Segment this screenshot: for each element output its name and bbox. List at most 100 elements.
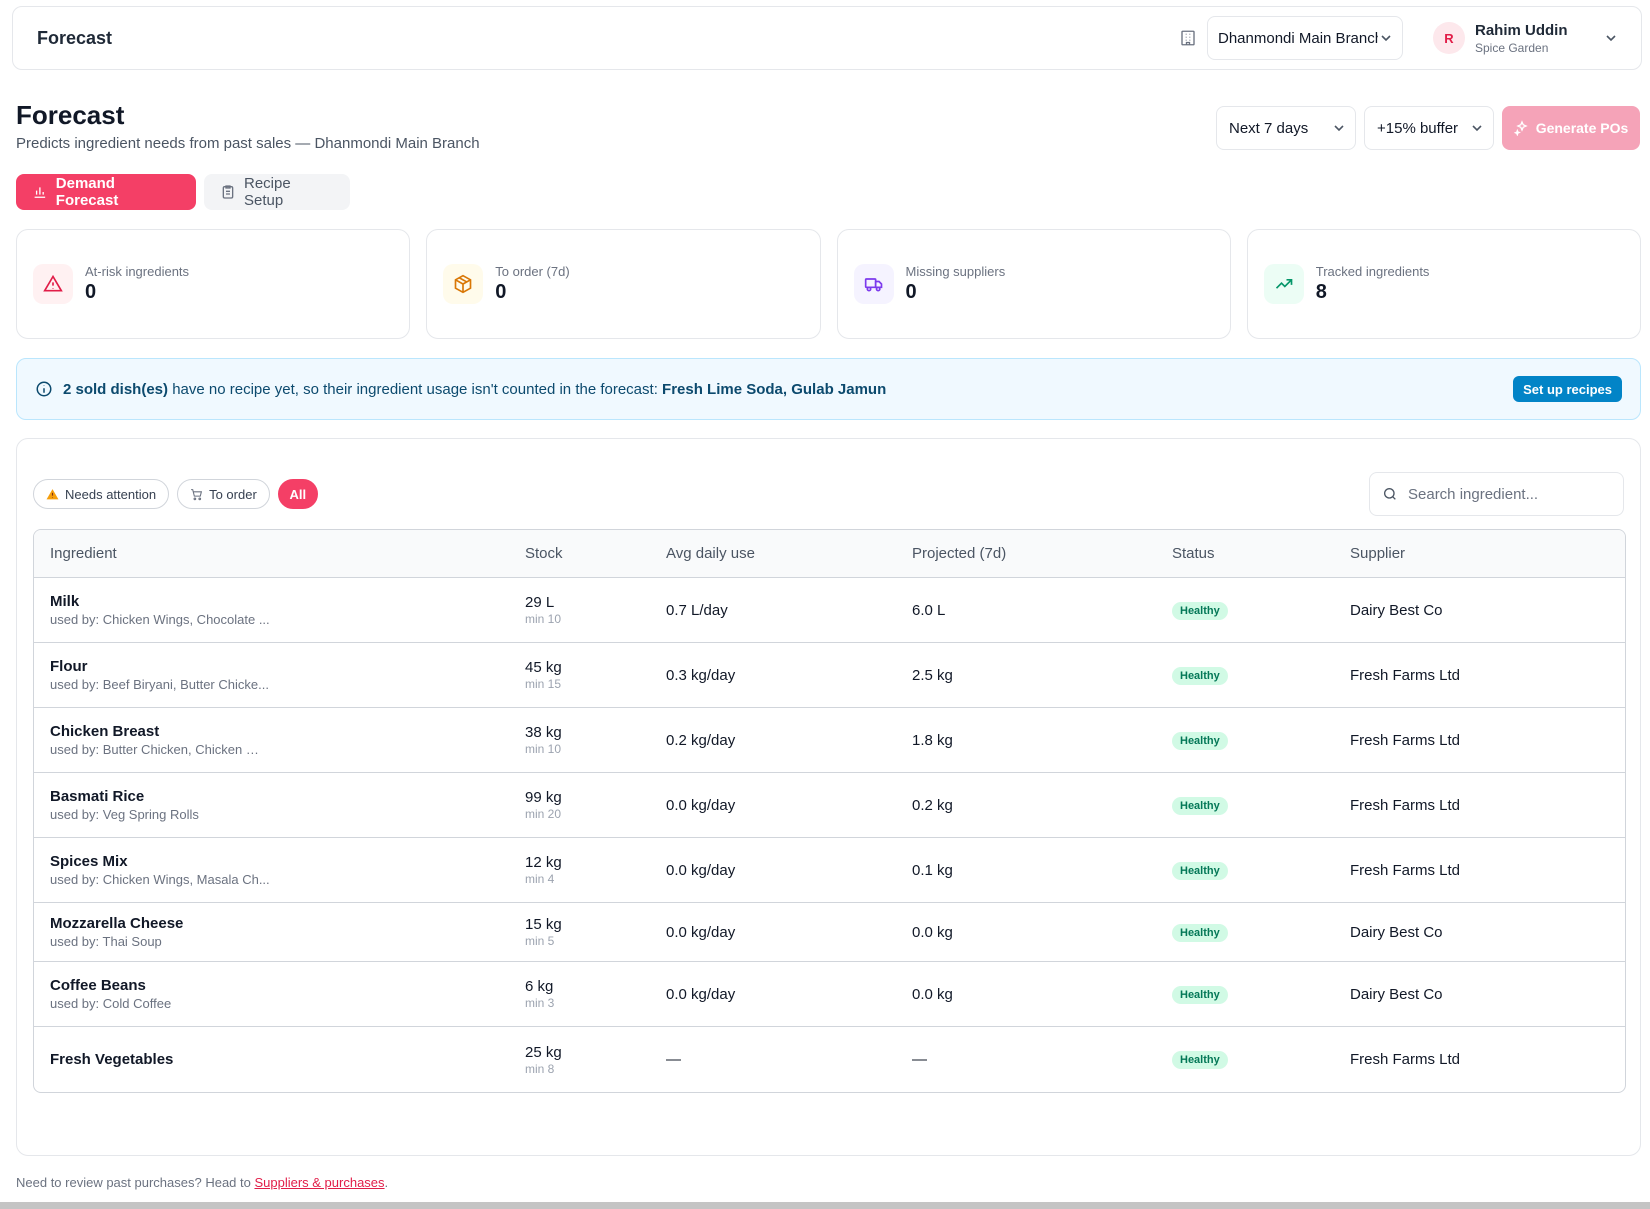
avg-daily-use: 0.7 L/day — [666, 601, 728, 619]
table-row[interactable]: Milk used by: Chicken Wings, Chocolate ..… — [34, 578, 1625, 643]
filter-label: Needs attention — [65, 486, 157, 502]
ingredient-used-by: used by: Veg Spring Rolls — [50, 807, 199, 822]
column-header[interactable]: Stock — [525, 545, 563, 562]
table-row[interactable]: Mozzarella Cheese used by: Thai Soup 15 kg… — [34, 903, 1625, 962]
column-header[interactable]: Status — [1172, 545, 1215, 562]
column-header[interactable]: Projected (7d) — [912, 545, 1007, 562]
page-subtitle: Predicts ingredient needs from past sale… — [16, 135, 480, 152]
search-input[interactable] — [1408, 485, 1608, 503]
stock-value: 45 kg — [525, 659, 562, 676]
user-menu[interactable]: R Rahim Uddin Spice Garden — [1433, 22, 1617, 55]
ingredient-cell: Milk used by: Chicken Wings, Chocolate ..… — [34, 593, 525, 627]
search-icon — [1384, 488, 1396, 500]
filter-needs-attention[interactable]: Needs attention — [33, 479, 170, 509]
supplier-name: Fresh Farms Ltd — [1350, 731, 1461, 749]
stat-card-at-risk: At-risk ingredients 0 — [16, 229, 411, 339]
generate-pos-button[interactable]: Generate POs — [1502, 106, 1640, 150]
footnote: Need to review past purchases? Head to S… — [16, 1175, 388, 1190]
table-row[interactable]: Fresh Vegetables 25 kg min 8— — Healthy Fresh… — [34, 1027, 1625, 1092]
app-title: Forecast — [37, 27, 113, 48]
ingredient-name: Spices Mix — [50, 853, 128, 870]
forecast-controls: Next 7 days +15% buffer Generate POs — [1216, 106, 1640, 150]
ingredient-cell: Flour used by: Beef Biryani, Butter Chick… — [34, 658, 525, 692]
stock-cell: 6 kg min 3 — [525, 978, 666, 1010]
stock-cell: 99 kg min 20 — [525, 789, 666, 821]
stock-cell: 25 kg min 8 — [525, 1044, 666, 1076]
ingredient-name: Basmati Rice — [50, 788, 145, 805]
branch-select-value: Dhanmondi Main Branch — [1218, 29, 1378, 47]
stat-card-tracked: Tracked ingredients 8 — [1246, 229, 1641, 339]
trending-up-icon — [1263, 264, 1304, 304]
column-header[interactable]: Supplier — [1350, 545, 1406, 562]
stock-cell: 12 kg min 4 — [525, 854, 666, 886]
buffer-select-value: +15% buffer — [1377, 119, 1459, 137]
ingredient-used-by: used by: Cold Coffee — [50, 996, 172, 1011]
filter-all[interactable]: All — [277, 479, 318, 509]
tab-label: Recipe Setup — [243, 175, 291, 209]
stat-label: At-risk ingredients — [85, 264, 190, 279]
status-badge: Healthy — [1172, 796, 1228, 815]
projected-value: 2.5 kg — [912, 666, 953, 684]
stat-label: Missing suppliers — [905, 264, 1006, 279]
buffer-select[interactable]: +15% buffer — [1364, 106, 1494, 150]
projected-value: 0.1 kg — [912, 861, 953, 879]
banner-middle: have no recipe yet, so their ingredient … — [168, 380, 663, 398]
stock-value: 29 L — [525, 594, 555, 611]
status-cell: Healthy — [1172, 923, 1350, 942]
truck-icon — [853, 264, 894, 304]
filter-chips: Needs attention To order All — [33, 479, 318, 509]
suppliers-purchases-link[interactable]: Suppliers & purchases — [254, 1175, 385, 1190]
tab-recipe-setup[interactable]: Recipe Setup — [204, 174, 350, 210]
stock-min: min 4 — [525, 872, 555, 886]
table-row[interactable]: Spices Mix used by: Chicken Wings, Masala… — [34, 838, 1625, 903]
chevron-down-icon — [1606, 35, 1616, 42]
ingredient-name: Mozzarella Cheese — [50, 915, 184, 932]
generate-pos-label: Generate POs — [1535, 120, 1629, 136]
table-row[interactable]: Flour used by: Beef Biryani, Butter Chick… — [34, 643, 1625, 708]
ingredient-name: Fresh Vegetables — [50, 1051, 174, 1068]
status-badge: Healthy — [1172, 1051, 1228, 1069]
avg-daily-use: 0.0 kg/day — [666, 923, 736, 941]
status-cell: Healthy — [1172, 796, 1350, 815]
package-icon — [443, 264, 484, 304]
stock-value: 38 kg — [525, 724, 562, 741]
filter-to-order[interactable]: To order — [177, 479, 270, 509]
projected-value: 0.0 kg — [912, 985, 953, 1003]
set-up-recipes-button[interactable]: Set up recipes — [1513, 376, 1622, 402]
supplier-name: Fresh Farms Ltd — [1350, 861, 1461, 879]
stock-cell: 45 kg min 15 — [525, 659, 666, 691]
ingredient-search[interactable] — [1369, 472, 1624, 516]
period-select[interactable]: Next 7 days — [1216, 106, 1356, 150]
tab-demand-forecast[interactable]: Demand Forecast — [16, 174, 196, 210]
column-header[interactable]: Ingredient — [50, 545, 117, 562]
ingredient-used-by: used by: Thai Soup — [50, 934, 162, 949]
info-icon — [36, 381, 52, 397]
sparkles-icon — [1513, 120, 1528, 136]
footnote-end: . — [384, 1175, 389, 1190]
branch-select[interactable]: Dhanmondi Main Branch — [1207, 16, 1403, 60]
status-badge: Healthy — [1172, 861, 1228, 880]
ingredient-cell: Coffee Beans used by: Cold Coffee — [34, 977, 525, 1011]
ingredient-cell: Fresh Vegetables — [34, 1051, 525, 1068]
tabs: Demand Forecast Recipe Setup — [16, 174, 350, 210]
table-row[interactable]: Chicken Breast used by: Butter Chicken, C… — [34, 708, 1625, 773]
ingredient-cell: Spices Mix used by: Chicken Wings, Masala… — [34, 853, 525, 887]
ingredient-name: Milk — [50, 593, 80, 610]
bar-chart-icon — [34, 187, 46, 198]
avg-daily-use: 0.0 kg/day — [666, 796, 736, 814]
horizontal-scrollbar[interactable] — [0, 1202, 1650, 1209]
ingredient-used-by: used by: Beef Biryani, Butter Chicke... — [50, 677, 269, 692]
avg-daily-use: — — [666, 1051, 681, 1068]
stat-value: 0 — [495, 281, 507, 303]
top-bar: Forecast Dhanmondi Main Branch R Rahim U… — [12, 6, 1642, 70]
ingredient-name: Coffee Beans — [50, 977, 146, 994]
ingredient-used-by: used by: Chicken Wings, Masala Ch... — [50, 872, 270, 887]
column-header[interactable]: Avg daily use — [666, 545, 755, 562]
supplier-name: Fresh Farms Ltd — [1350, 796, 1461, 814]
table-row[interactable]: Coffee Beans used by: Cold Coffee 6 kg min … — [34, 962, 1625, 1027]
stock-min: min 5 — [525, 934, 555, 948]
user-name: Rahim Uddin — [1475, 21, 1568, 39]
table-row[interactable]: Basmati Rice used by: Veg Spring Rolls 99 … — [34, 773, 1625, 838]
stat-card-to-order: To order (7d) 0 — [426, 229, 821, 339]
page-header: Forecast Predicts ingredient needs from … — [16, 100, 480, 152]
